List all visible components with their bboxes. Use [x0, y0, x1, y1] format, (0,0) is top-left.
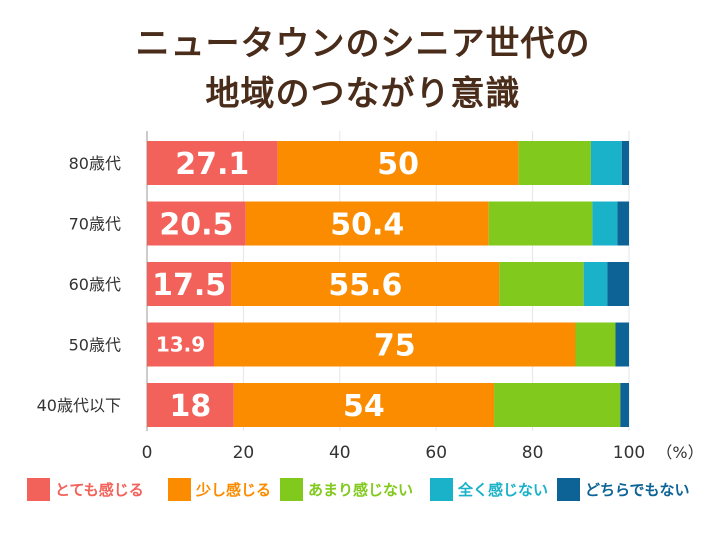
- bar-segment: [592, 201, 618, 246]
- x-tick-label: 100: [613, 443, 645, 463]
- bar-segment: [607, 262, 629, 306]
- bar-segment: [233, 383, 495, 427]
- legend-label: あまり感じない: [308, 480, 414, 499]
- category-label: 50歳代: [69, 336, 121, 355]
- data-label: 20.5: [159, 207, 233, 242]
- legend-item: どちらでもない: [557, 476, 690, 502]
- x-tick-label: 80: [522, 443, 544, 463]
- chart-title-line-2: 地域のつながり意識: [205, 74, 521, 114]
- data-label: 75: [374, 328, 416, 363]
- legend-swatch: [557, 477, 580, 501]
- legend-swatch: [27, 477, 50, 501]
- bar-segment: [518, 141, 591, 185]
- bar-segment: [617, 201, 629, 246]
- chart-title-line-1: ニュータウンのシニア世代の: [135, 24, 591, 64]
- bar-segment: [499, 262, 584, 306]
- bar-segment: [147, 201, 246, 246]
- data-label: 27.1: [175, 147, 249, 182]
- data-label: 13.9: [156, 333, 205, 357]
- x-tick-label: 60: [425, 443, 447, 463]
- legend-label: 少し感じる: [196, 480, 272, 499]
- legend-swatch: [280, 477, 303, 501]
- x-tick-label: 40: [329, 443, 351, 463]
- bar-segment: [245, 201, 489, 246]
- category-label: 60歳代: [69, 275, 121, 294]
- legend-label: どちらでもない: [585, 480, 690, 499]
- data-label: 50: [377, 147, 419, 182]
- bar-segment: [231, 262, 500, 306]
- category-label: 80歳代: [69, 154, 121, 173]
- bar-segment: [494, 383, 621, 427]
- legend-swatch: [430, 477, 453, 501]
- category-label: 40歳代以下: [37, 396, 121, 415]
- x-tick-label: 0: [142, 443, 153, 463]
- bar-segment: [147, 322, 214, 367]
- bar-segment: [575, 322, 616, 367]
- data-label: 55.6: [328, 268, 402, 303]
- x-tick-label: 20: [233, 443, 255, 463]
- bar-segment: [615, 322, 629, 367]
- legend-item: とても感じる: [27, 476, 144, 502]
- category-label: 70歳代: [69, 215, 121, 234]
- data-label: 18: [170, 389, 212, 424]
- legend: とても感じる 少し感じる あまり感じない 全く感じない どちらでもない: [0, 476, 726, 502]
- data-label: 54: [343, 389, 385, 424]
- bar-segment: [277, 141, 519, 185]
- data-label: 17.5: [152, 268, 226, 303]
- legend-item: あまり感じない: [280, 476, 413, 502]
- bar-segment: [147, 141, 278, 185]
- bar-segment: [590, 141, 622, 185]
- bar-segment: [213, 322, 576, 367]
- legend-item: 全く感じない: [430, 476, 548, 502]
- data-label: 50.4: [330, 207, 404, 242]
- legend-label: 全く感じない: [458, 480, 549, 499]
- legend-swatch: [168, 477, 191, 501]
- bar-segment: [620, 383, 629, 427]
- bar-segment: [583, 262, 608, 306]
- legend-label: とても感じる: [55, 480, 144, 499]
- bar-segment: [147, 262, 232, 306]
- bar-segment: [488, 201, 593, 246]
- bar-segment: [621, 141, 629, 185]
- legend-item: 少し感じる: [168, 476, 271, 502]
- x-unit-label: （%）: [656, 443, 703, 462]
- bar-segment: [147, 383, 234, 427]
- bar-chart: 80歳代 27.1 50 70歳代 20.5 50.4 60歳代 17.5 55.6 50歳代 13…: [37, 131, 704, 463]
